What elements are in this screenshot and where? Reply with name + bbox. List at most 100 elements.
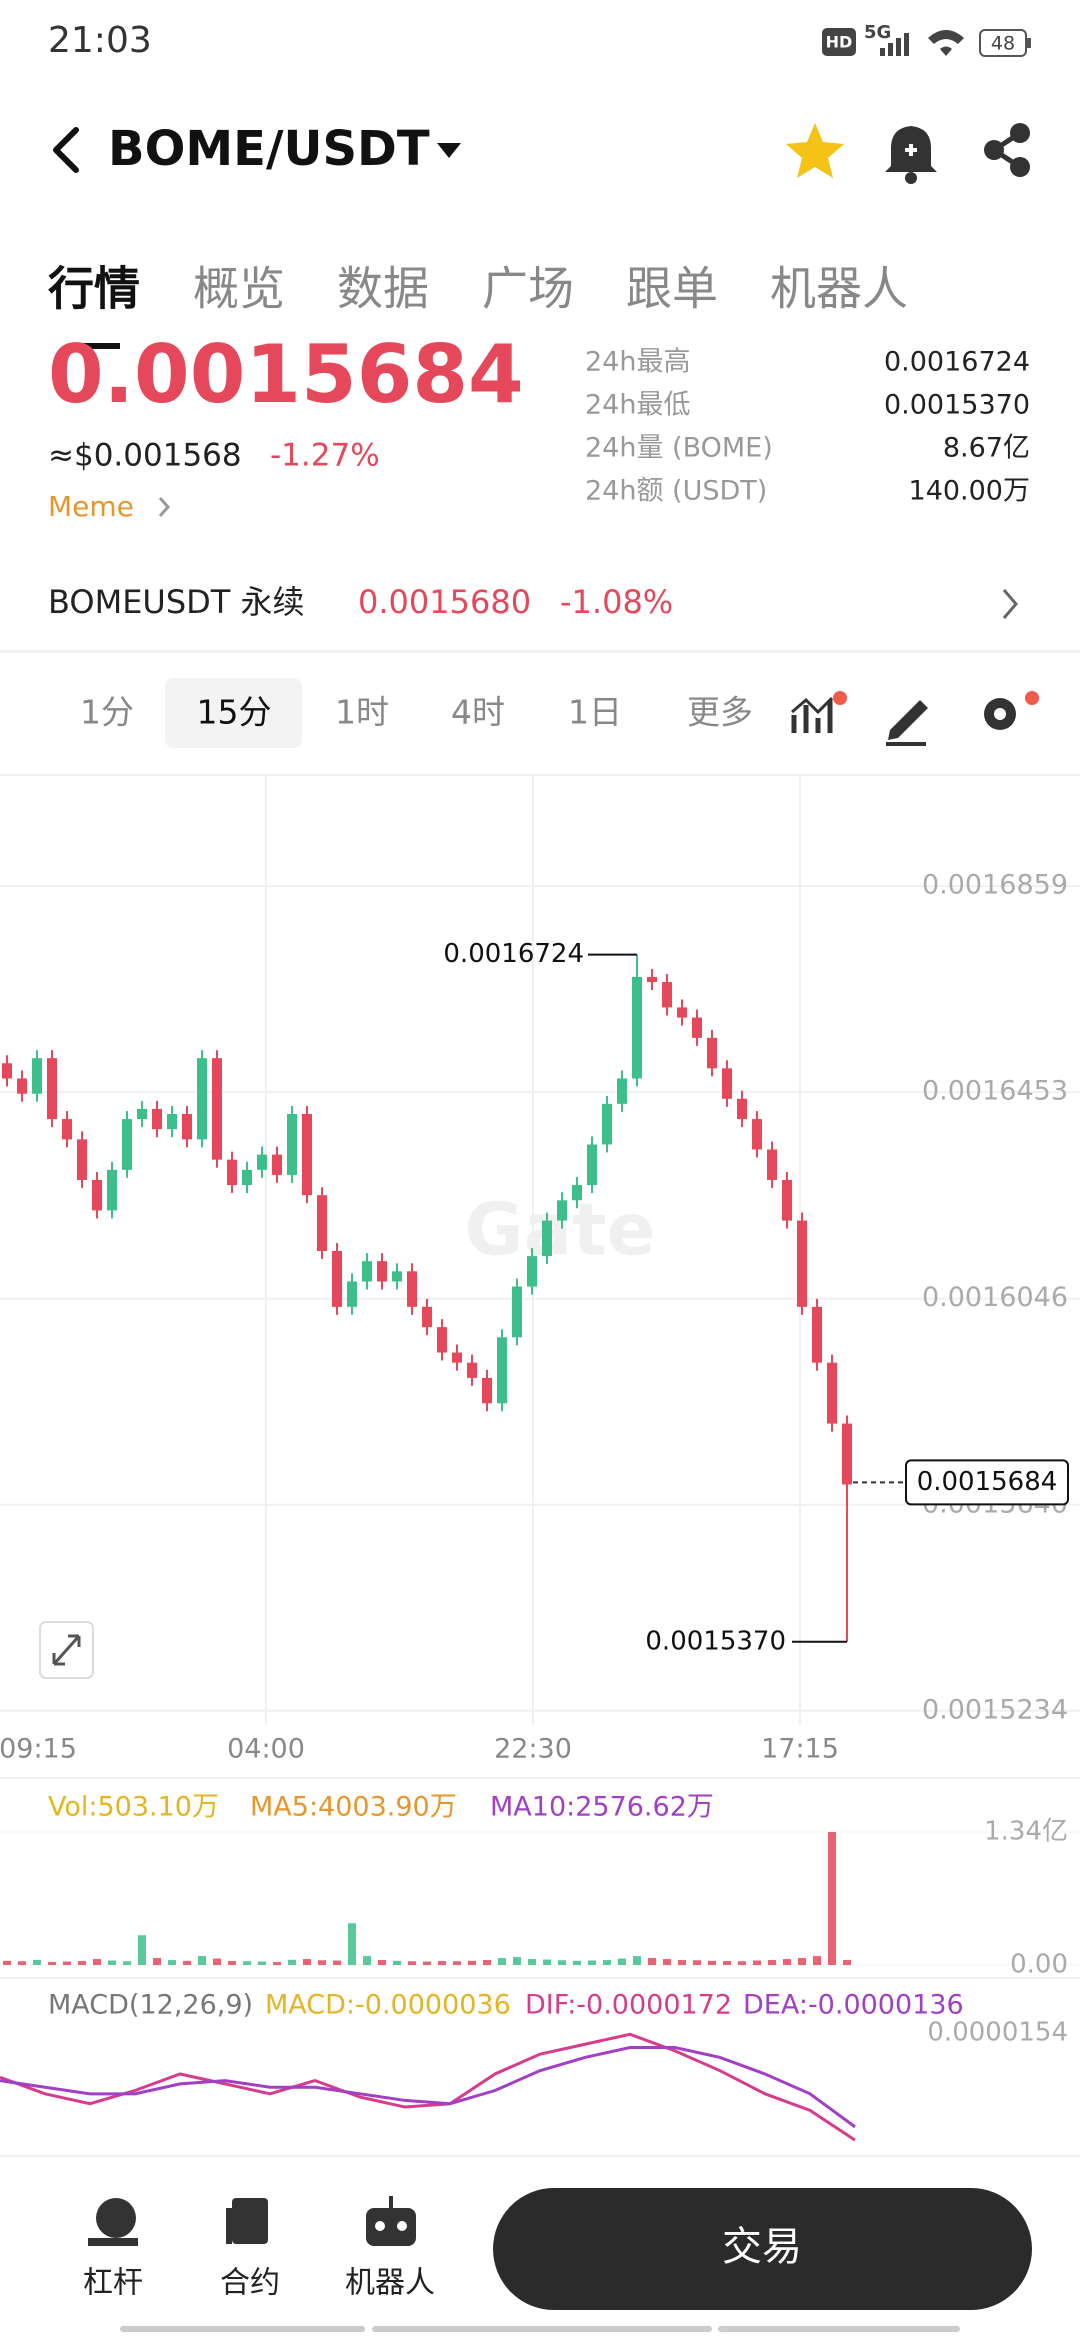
interval[interactable]: 15分 xyxy=(197,693,272,732)
volume-bar xyxy=(93,1959,101,1965)
trade-button[interactable] xyxy=(493,2188,1032,2310)
interval[interactable]: 1时 xyxy=(335,693,389,732)
volume-bar xyxy=(213,1958,221,1965)
tab[interactable]: 广场 xyxy=(482,262,574,316)
interval[interactable]: 1日 xyxy=(568,693,622,732)
expand-icon xyxy=(52,1634,81,1666)
volume-bar xyxy=(753,1960,761,1965)
candle-body xyxy=(497,1337,507,1404)
volume-legend: MA5:4003.90万 xyxy=(250,1792,457,1823)
candle-body xyxy=(62,1119,72,1140)
gesture-bar xyxy=(120,2326,365,2332)
candle-body xyxy=(722,1068,732,1099)
tab[interactable]: 概览 xyxy=(193,262,285,316)
candle-body xyxy=(347,1281,357,1307)
interval[interactable]: 更多 xyxy=(687,693,753,732)
volume-bar xyxy=(603,1960,611,1965)
perp-name[interactable]: BOMEUSDT 永续 xyxy=(48,583,305,621)
candle-body xyxy=(272,1154,282,1175)
tab[interactable]: 行情 xyxy=(48,262,140,316)
volume-bar xyxy=(588,1960,596,1965)
volume-bar xyxy=(543,1959,551,1965)
divider xyxy=(0,1977,1080,1979)
tab[interactable]: 机器人 xyxy=(770,262,908,316)
tag[interactable]: Meme xyxy=(48,490,134,523)
candle-body xyxy=(677,1007,687,1018)
volume-bar xyxy=(678,1960,686,1965)
candle-body xyxy=(707,1037,717,1069)
tag-chevron xyxy=(158,497,171,517)
tab[interactable]: 数据 xyxy=(337,262,429,316)
interval[interactable]: 4时 xyxy=(451,693,505,732)
y-tick-label: 0.0016859 xyxy=(922,870,1068,901)
volume-bar xyxy=(63,1961,71,1965)
nav-label[interactable]: 杠杆 xyxy=(83,2266,143,2301)
tab-bar: 行情 概览 数据 广场 跟单 机器人 xyxy=(48,262,908,316)
settings-button[interactable] xyxy=(984,691,1039,730)
candle-body xyxy=(287,1113,297,1175)
volume-bar xyxy=(453,1961,461,1965)
candle-body xyxy=(362,1261,372,1282)
candle-body xyxy=(602,1103,612,1145)
dea-line xyxy=(0,2046,856,2129)
battery-text: 48 xyxy=(991,33,1015,55)
volume-bar xyxy=(528,1959,536,1965)
candle-body xyxy=(422,1306,432,1328)
candle-body xyxy=(197,1058,207,1140)
nav-label[interactable]: 机器人 xyxy=(345,2266,435,2301)
alert-bell[interactable] xyxy=(885,126,937,184)
interval[interactable]: 1分 xyxy=(80,693,134,732)
volume-bar xyxy=(243,1961,251,1965)
contract-icon[interactable] xyxy=(226,2198,268,2244)
perp-chevron[interactable] xyxy=(1002,589,1018,619)
volume-bar xyxy=(828,1832,836,1965)
robot-icon[interactable] xyxy=(366,2196,416,2246)
stat-value: 0.0015370 xyxy=(884,390,1030,421)
volume-bar xyxy=(408,1961,416,1965)
x-tick-label: 17:15 xyxy=(761,1734,839,1765)
volume-bar xyxy=(318,1960,326,1965)
divider xyxy=(0,774,1080,776)
status-time: 21:03 xyxy=(48,20,152,61)
pair-dropdown[interactable] xyxy=(437,143,461,158)
candle-body xyxy=(377,1261,387,1282)
volume-bar xyxy=(378,1960,386,1965)
volume-bar xyxy=(513,1957,521,1965)
candle-body xyxy=(47,1058,57,1120)
tab-indicator xyxy=(72,343,120,349)
leverage-icon[interactable] xyxy=(88,2198,138,2246)
volume-bar xyxy=(423,1961,431,1965)
draw-button[interactable] xyxy=(886,700,928,746)
stat-label: 24h额 (USDT) xyxy=(585,476,767,507)
volume-bar xyxy=(648,1958,656,1965)
nav-label[interactable]: 合约 xyxy=(220,2266,280,2301)
volume-bar xyxy=(633,1956,641,1965)
tab[interactable]: 跟单 xyxy=(626,262,718,316)
x-tick-label: 22:30 xyxy=(494,1734,572,1765)
indicator-button[interactable] xyxy=(791,691,847,733)
hd-badge xyxy=(822,28,856,56)
volume-bar xyxy=(393,1960,401,1965)
favorite-star[interactable] xyxy=(786,123,844,178)
back-button[interactable] xyxy=(53,127,79,173)
volume-bar xyxy=(663,1959,671,1965)
volume-bar xyxy=(78,1961,86,1965)
candle-body xyxy=(587,1144,597,1186)
watermark: Gate xyxy=(465,1188,656,1272)
volume-bar xyxy=(258,1961,266,1965)
candle-body xyxy=(752,1119,762,1150)
price-chart: Gate 09:15 04:00 22:30 17:15 0.0016859 0.00164… xyxy=(0,775,1080,1765)
wifi-icon xyxy=(928,30,964,56)
battery-tip xyxy=(1027,38,1031,48)
pair-title[interactable]: BOME/USDT xyxy=(108,121,430,177)
candle-body xyxy=(467,1362,477,1378)
y-tick-label: 0.0015234 xyxy=(922,1694,1068,1725)
volume-bar xyxy=(498,1958,506,1965)
stats: 24h最高 0.0016724 24h最低 0.0015370 24h量 (BOME) 8… xyxy=(585,347,1030,507)
share-button[interactable] xyxy=(984,123,1030,177)
candle-body xyxy=(302,1113,312,1196)
candle-body xyxy=(647,976,657,983)
candle-body xyxy=(797,1220,807,1307)
candle-body xyxy=(92,1179,102,1211)
trade-label[interactable]: 交易 xyxy=(722,2224,802,2270)
